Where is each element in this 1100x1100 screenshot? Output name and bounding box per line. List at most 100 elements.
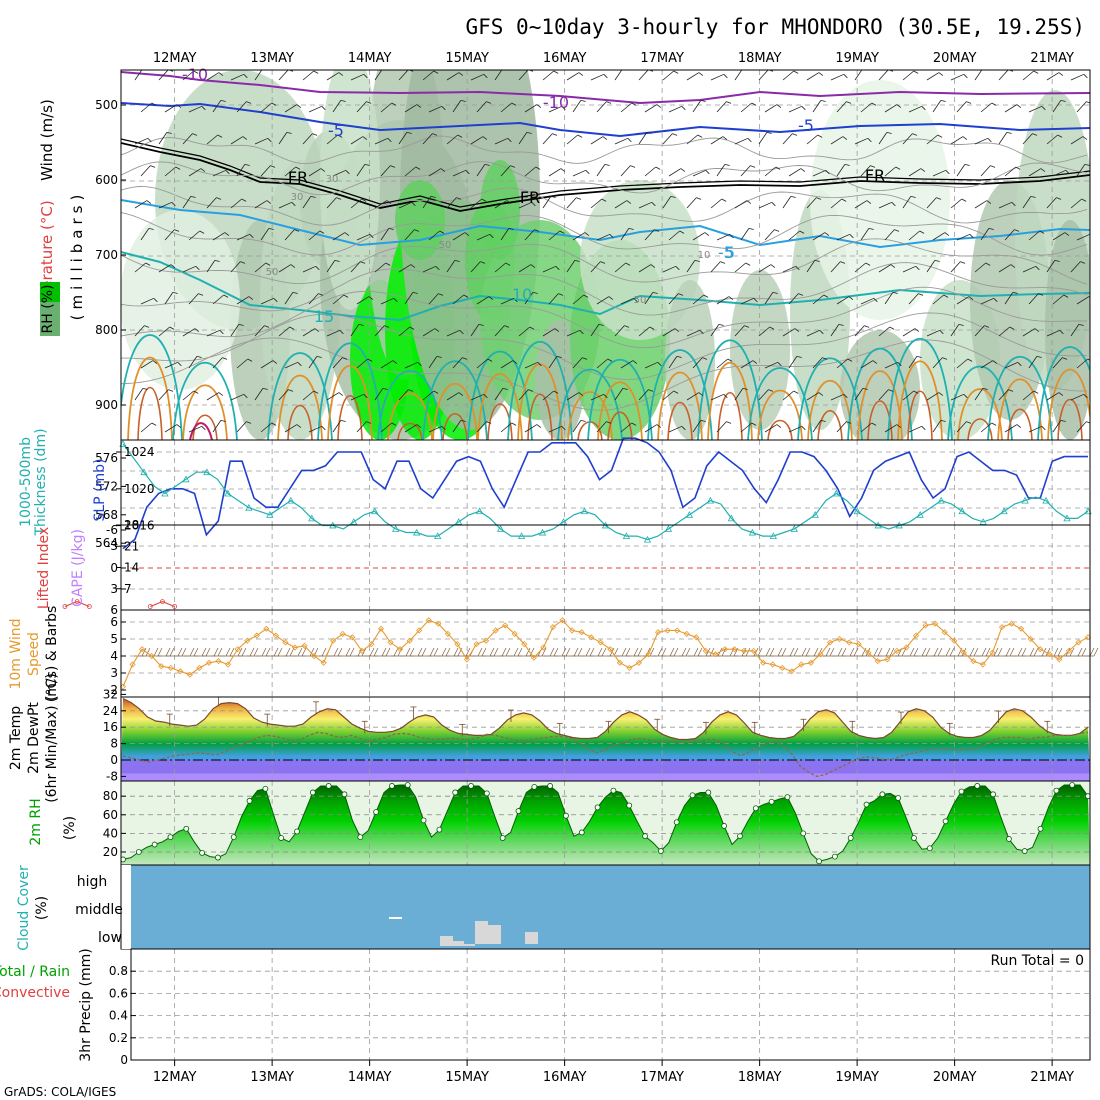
rh-point — [563, 812, 569, 819]
wind-point — [291, 644, 299, 651]
rh-area — [121, 785, 1090, 865]
wind-point — [387, 639, 394, 646]
wind-point — [263, 625, 270, 632]
thickness-point — [685, 510, 694, 518]
rh-point — [325, 783, 332, 789]
bottom-date-axis: 12MAY 13MAY 14MAY 15MAY 16MAY 17MAY 18MAY 19MAY… — [153, 1060, 1074, 1085]
tick-label: 800 — [95, 323, 118, 337]
tick-label: 1024 — [124, 445, 155, 459]
rh-point — [1053, 787, 1060, 794]
wind-point — [225, 661, 232, 668]
wind-point — [779, 664, 786, 671]
credit-text: GrADS: COLA/IGES — [4, 1085, 116, 1099]
date-label-bottom: 15MAY — [445, 1070, 489, 1085]
tick-label: 0.6 — [109, 986, 128, 1000]
tick-label: -8 — [106, 769, 118, 783]
contour-label: 5 — [725, 243, 735, 262]
li-point — [147, 604, 153, 609]
wind-point — [664, 627, 671, 634]
tick-label: 2 — [110, 683, 118, 697]
lifted-index-axis-label: Lifted Index — [36, 527, 52, 609]
wind-point — [702, 647, 709, 654]
date-label-bottom: 18MAY — [738, 1070, 782, 1085]
tick-label: 0 — [120, 1053, 128, 1067]
rh-point — [547, 783, 554, 789]
wind-point — [568, 627, 576, 634]
wind-point — [750, 647, 757, 654]
rh-point — [1037, 825, 1044, 832]
wind-point — [473, 641, 480, 648]
tick-label: 14 — [124, 561, 139, 575]
rh-axis-label: RH (%) — [40, 285, 56, 334]
wind-point — [893, 647, 900, 654]
wind-point — [578, 629, 585, 636]
rh-point — [752, 805, 759, 812]
wind-point — [311, 652, 318, 660]
wind-point — [205, 659, 213, 666]
thickness-point — [203, 468, 211, 476]
wind-point — [139, 646, 146, 653]
wind-point — [339, 630, 346, 637]
thickness-point — [727, 514, 736, 522]
date-label-top: 16MAY — [543, 51, 587, 66]
wind-point — [1027, 635, 1034, 643]
tick-label: 20 — [103, 845, 118, 859]
thickness-point — [643, 535, 652, 543]
tick-label: 6 — [110, 603, 118, 617]
rh-point — [626, 802, 633, 809]
date-label-top: 18MAY — [738, 51, 782, 66]
rh-point — [151, 841, 158, 848]
cloud-low-bar — [475, 921, 488, 944]
wind-point — [1075, 639, 1082, 646]
tick-label: 24 — [103, 704, 118, 718]
rh-point — [705, 789, 712, 796]
thickness-point — [706, 496, 715, 504]
date-label-bottom: 21MAY — [1030, 1070, 1074, 1085]
tick-label: -6 — [106, 523, 118, 537]
thickness-point — [559, 518, 568, 525]
li-point — [62, 604, 68, 609]
rh2m-panel: 20 40 60 80 2m RH (%) — [28, 780, 1091, 866]
thickness-point — [434, 532, 442, 539]
cloud-low-bar — [488, 925, 501, 944]
rh-point — [468, 783, 474, 789]
rh-point — [911, 835, 917, 841]
slp-axis-label: SLP (mb) — [92, 458, 108, 521]
wind-point — [444, 630, 451, 637]
thickness-point — [853, 507, 861, 515]
wind-point — [960, 649, 967, 656]
contour-label: -5 — [328, 121, 344, 140]
wind-point — [435, 620, 442, 627]
rh-point — [531, 783, 538, 790]
date-label-bottom: 12MAY — [153, 1070, 197, 1085]
wind-point — [674, 627, 681, 634]
tick-label: 40 — [103, 826, 118, 840]
wind-point — [788, 668, 795, 675]
rh-point — [373, 809, 380, 815]
thickness-point — [392, 525, 400, 532]
thickness-point — [475, 507, 484, 515]
date-label-top: 12MAY — [153, 51, 197, 66]
tick-label: 700 — [95, 248, 118, 262]
rh-point — [594, 804, 601, 811]
cloud-unit-label: (%) — [34, 896, 50, 920]
rh-point — [278, 835, 285, 841]
thickness-point — [182, 475, 190, 483]
rh-point — [262, 785, 269, 792]
thickness-point — [769, 532, 777, 539]
wind-point — [836, 635, 843, 643]
rh-point — [800, 830, 807, 837]
rh-point — [183, 825, 190, 832]
tick-label: 1020 — [124, 482, 155, 496]
wind-point — [234, 646, 241, 653]
cape-axis-label: CAPE (J/kg) — [70, 529, 86, 607]
contour-label: FR — [288, 168, 308, 187]
wind-point — [406, 637, 413, 644]
thickness-point — [811, 510, 819, 518]
wind-point — [349, 634, 356, 641]
rh-point — [135, 849, 142, 855]
wind-point — [846, 639, 853, 646]
cape-li-panel: -6 -3 0 3 67 14 21 28 Lifted Index CAPE (J/kg) — [36, 518, 1091, 617]
wind10m-axis-label-a: 10m Wind — [8, 618, 24, 689]
